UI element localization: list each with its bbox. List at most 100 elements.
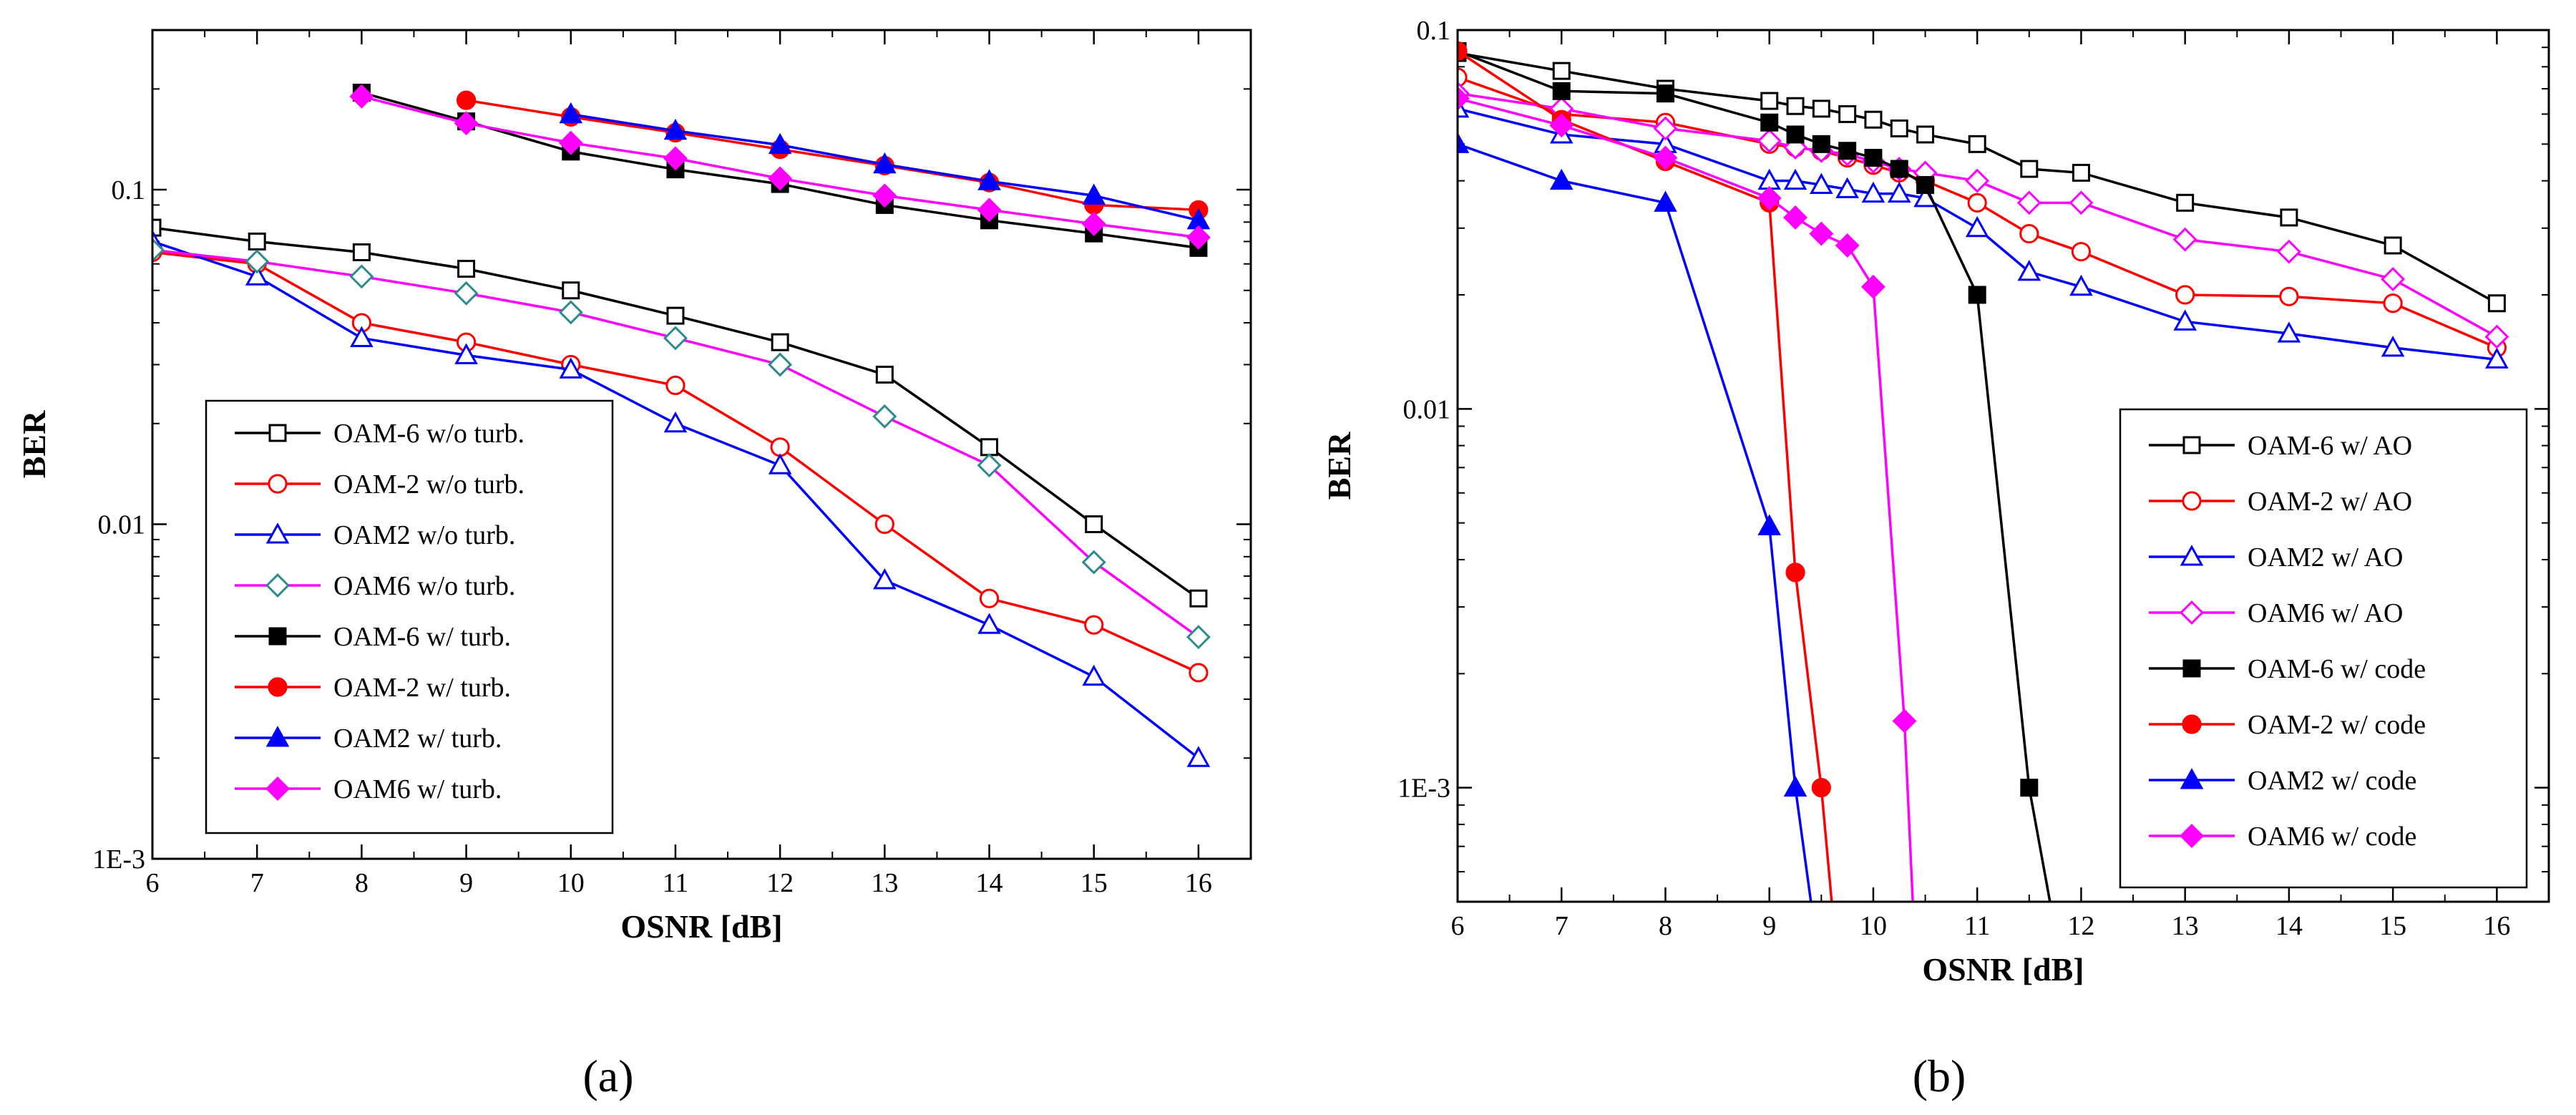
data-point	[1968, 135, 1986, 153]
data-point	[2017, 260, 2041, 281]
data-point	[248, 232, 266, 250]
data-point	[1838, 142, 1857, 160]
data-point	[875, 365, 894, 384]
data-point	[1458, 86, 1470, 111]
legend-marker	[265, 573, 290, 598]
data-point	[873, 152, 897, 174]
legend-entry: OAM2 w/ code	[2248, 766, 2416, 796]
legend-entry: OAM-2 w/ turb.	[333, 673, 511, 703]
data-point	[1549, 168, 1574, 190]
data-point	[2020, 779, 2039, 797]
data-point	[1916, 125, 1935, 144]
data-point	[558, 130, 583, 155]
data-point	[1085, 515, 1103, 534]
x-tick-label: 7	[1555, 911, 1568, 941]
data-point	[245, 249, 270, 274]
series-group	[152, 83, 1211, 767]
data-point	[454, 111, 479, 136]
data-point	[1861, 181, 1885, 203]
data-point	[977, 169, 1001, 190]
data-point	[1081, 550, 1106, 575]
data-point	[152, 218, 162, 237]
x-tick-label: 10	[1860, 911, 1887, 941]
data-point	[977, 453, 1002, 478]
x-tick-label: 8	[1659, 911, 1672, 941]
legend-marker	[2182, 436, 2201, 454]
data-point	[768, 453, 792, 474]
data-point	[1786, 97, 1805, 115]
x-tick-label: 7	[250, 868, 264, 898]
data-point	[2069, 190, 2094, 215]
data-point	[2381, 267, 2406, 292]
x-tick-label: 6	[146, 868, 160, 898]
data-point	[1968, 286, 1986, 304]
data-point	[665, 375, 686, 396]
y-tick-label: 0.1	[1417, 16, 1451, 46]
data-point	[1810, 172, 1833, 194]
data-point	[1760, 113, 1779, 132]
data-point	[663, 146, 688, 171]
data-point	[559, 102, 583, 124]
legend-entry: OAM6 w/o turb.	[333, 571, 515, 601]
data-point	[1835, 233, 1860, 258]
data-point	[1812, 99, 1830, 118]
data-point	[1760, 92, 1779, 110]
series-line	[1458, 97, 1914, 902]
legend: OAM-6 w/ AO OAM-2 w/ AO OAM2 w/ AO OAM6 w/ …	[2119, 408, 2528, 889]
data-point	[1809, 221, 1834, 246]
legend-entry: OAM2 w/ AO	[2248, 542, 2403, 573]
y-axis-label: BER	[1321, 432, 1357, 500]
legend-marker	[2182, 491, 2202, 511]
data-point	[2280, 208, 2298, 227]
data-point	[2176, 193, 2195, 212]
data-point	[2384, 236, 2402, 255]
data-point	[1757, 185, 1782, 210]
panel-label-a: (a)	[582, 1051, 633, 1101]
data-point	[152, 238, 165, 263]
x-tick-label: 15	[1080, 868, 1108, 898]
data-point	[2383, 293, 2403, 313]
legend-box	[205, 399, 614, 834]
legend-entry: OAM-6 w/o turb.	[333, 419, 525, 449]
data-point	[1189, 589, 1208, 608]
data-point	[1082, 183, 1106, 205]
x-tick-label: 9	[1762, 911, 1776, 941]
legend-entry: OAM-6 w/ AO	[2248, 431, 2412, 461]
data-point	[245, 264, 269, 286]
data-point	[1965, 215, 1989, 238]
data-point	[1186, 625, 1211, 650]
data-point	[1458, 132, 1470, 153]
data-point	[770, 437, 790, 457]
data-point	[977, 613, 1001, 634]
data-point	[558, 300, 583, 325]
data-point	[1785, 563, 1805, 583]
data-point	[1835, 177, 1859, 198]
x-tick-label: 11	[663, 868, 689, 898]
y-tick-label: 0.01	[98, 510, 146, 540]
x-axis-label: OSNR [dB]	[620, 908, 782, 945]
legend-entry: OAM2 w/ turb.	[333, 724, 502, 754]
x-tick-label: 14	[2275, 911, 2303, 941]
data-point	[1654, 190, 1677, 212]
x-tick-label: 16	[2483, 911, 2510, 941]
data-point	[1860, 274, 1885, 299]
x-tick-label: 8	[355, 868, 369, 898]
legend-entry: OAM6 w/ code	[2248, 822, 2416, 852]
data-point	[1656, 84, 1674, 103]
data-point	[2279, 286, 2299, 306]
data-point	[1890, 160, 1908, 178]
data-point	[2381, 336, 2405, 357]
data-point	[872, 183, 897, 208]
legend-entry: OAM2 w/o turb.	[333, 520, 515, 550]
data-point	[1892, 709, 1917, 734]
data-point	[457, 260, 476, 278]
x-tick-label: 13	[871, 868, 898, 898]
legend: OAM-6 w/o turb. OAM-2 w/o turb. OAM2 w/o t…	[205, 399, 614, 834]
legend-marker	[2180, 768, 2204, 789]
x-tick-label: 12	[2067, 911, 2094, 941]
x-tick-label: 16	[1185, 868, 1212, 898]
legend-marker	[268, 627, 287, 646]
chart-panel-b: 0.1 0.01 1E-3 6 7 8 9 10 11 12 13 14 15 16 OSNR [dB] BE…	[1321, 16, 2550, 988]
data-point	[1186, 746, 1211, 767]
data-point	[1838, 104, 1857, 123]
